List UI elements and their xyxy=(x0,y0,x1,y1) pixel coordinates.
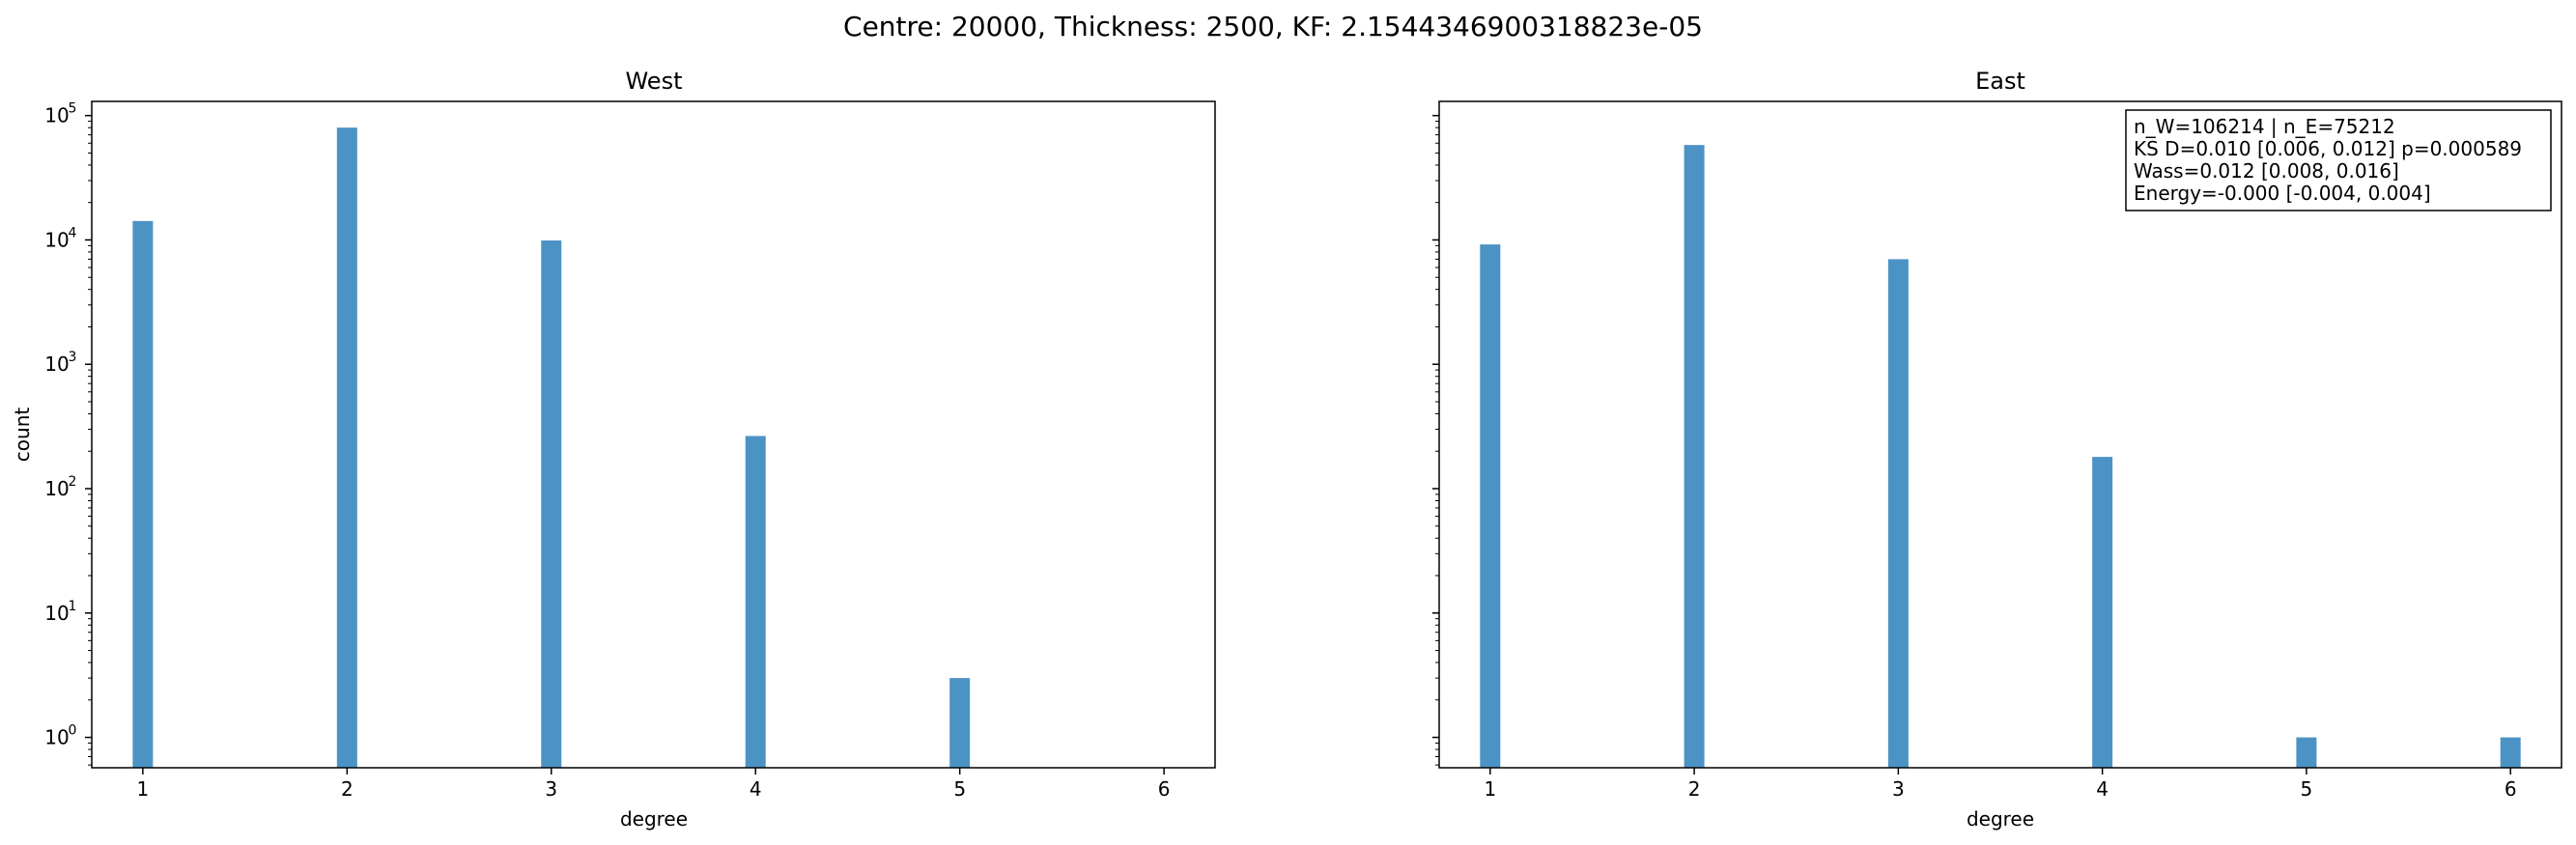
figure-title: Centre: 20000, Thickness: 2500, KF: 2.15… xyxy=(843,11,1703,42)
west-ytick-label: 10 xyxy=(44,104,69,127)
east-yticks xyxy=(1432,114,1439,766)
west-ytick-label: 10 xyxy=(44,477,69,500)
west-axes-frame xyxy=(91,100,1216,769)
west-xtick-label: 3 xyxy=(545,777,557,801)
west-ytick-exponent: 3 xyxy=(69,350,77,365)
west-xtick-label: 5 xyxy=(953,777,966,801)
west-bar-1 xyxy=(132,220,154,768)
west-ytick-exponent: 5 xyxy=(69,101,77,117)
west-ytick-label: 10 xyxy=(44,228,69,251)
east-xtick-label: 3 xyxy=(1892,777,1905,801)
east-xtick-label: 1 xyxy=(1484,777,1496,801)
west-xlabel: degree xyxy=(620,807,688,831)
east-title: East xyxy=(1975,68,2025,95)
west-ytick-exponent: 1 xyxy=(69,599,77,614)
east-xtick-label: 6 xyxy=(2505,777,2517,801)
west-ytick-exponent: 0 xyxy=(69,723,77,739)
stats-line-4: Energy=-0.000 [-0.004, 0.004] xyxy=(2134,182,2431,205)
west-ylabel: count xyxy=(11,408,34,463)
east-axes-frame xyxy=(1438,100,2562,769)
east-panel: East 1 2 3 4 5 6 degree n_W=106214 | n_E=7521… xyxy=(1432,68,2562,831)
west-xticks: 1 2 3 4 5 6 xyxy=(136,768,1171,801)
east-bar-4 xyxy=(2092,457,2113,768)
stats-box-frame xyxy=(2125,109,2552,211)
west-bars xyxy=(132,127,971,769)
east-bar-1 xyxy=(1480,244,1501,768)
west-bar-5 xyxy=(949,678,971,768)
west-ytick-label: 10 xyxy=(44,726,69,749)
east-bar-3 xyxy=(1887,259,1909,768)
stats-line-1: n_W=106214 | n_E=75212 xyxy=(2134,115,2395,138)
west-xtick-label: 6 xyxy=(1158,777,1171,801)
stats-box: n_W=106214 | n_E=75212 KS D=0.010 [0.006… xyxy=(2125,109,2552,211)
west-title: West xyxy=(625,68,682,95)
stats-line-3: Wass=0.012 [0.008, 0.016] xyxy=(2134,159,2399,183)
east-bar-5 xyxy=(2296,737,2317,768)
stats-line-2: KS D=0.010 [0.006, 0.012] p=0.000589 xyxy=(2134,137,2522,160)
west-bar-4 xyxy=(745,436,766,768)
east-bar-2 xyxy=(1684,145,1705,769)
east-xtick-label: 5 xyxy=(2301,777,2313,801)
east-xtick-label: 2 xyxy=(1688,777,1701,801)
west-bar-2 xyxy=(336,127,357,769)
east-bar-6 xyxy=(2500,737,2521,768)
west-xtick-label: 2 xyxy=(341,777,354,801)
east-bars xyxy=(1480,145,2521,769)
west-xtick-label: 4 xyxy=(750,777,762,801)
west-ytick-exponent: 2 xyxy=(69,474,77,490)
east-xticks: 1 2 3 4 5 6 xyxy=(1484,768,2517,801)
west-ytick-exponent: 4 xyxy=(69,225,77,240)
west-bar-3 xyxy=(541,240,562,769)
east-xtick-label: 4 xyxy=(2096,777,2109,801)
west-xtick-label: 1 xyxy=(136,777,149,801)
east-xlabel: degree xyxy=(1967,807,2034,831)
west-ytick-label: 10 xyxy=(44,352,69,376)
west-ytick-label: 10 xyxy=(44,602,69,625)
